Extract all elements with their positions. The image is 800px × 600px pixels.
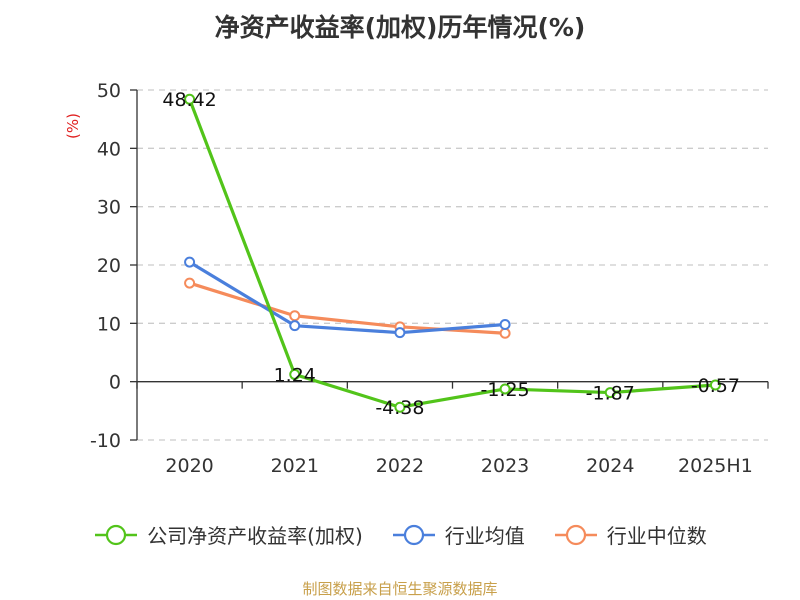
series-layer <box>184 93 721 413</box>
y-tick-label: 30 <box>97 197 121 219</box>
data-point <box>289 310 301 322</box>
x-tick-label: 2021 <box>271 455 319 477</box>
data-point <box>499 319 511 330</box>
source-note: 制图数据来自恒生聚源数据库 <box>302 580 498 598</box>
data-point <box>709 379 721 391</box>
data-point <box>289 368 301 380</box>
data-point <box>394 401 406 413</box>
chart-title: 净资产收益率(加权)历年情况(%) <box>214 13 586 42</box>
x-tick-label: 2020 <box>165 455 213 477</box>
data-label: -4.38 <box>375 397 424 419</box>
data-point <box>184 93 196 105</box>
legend-item[interactable]: 公司净资产收益率(加权) <box>93 520 363 549</box>
data-point <box>289 320 301 332</box>
y-tick-label: -10 <box>90 430 121 452</box>
series-line <box>188 260 506 335</box>
y-tick-label: 40 <box>97 138 121 160</box>
x-tick-label: 2024 <box>586 455 634 477</box>
data-label: 1.24 <box>274 364 316 386</box>
legend-swatch-icon <box>392 524 435 545</box>
data-point <box>184 256 196 268</box>
legend-label: 行业中位数 <box>606 524 707 548</box>
series-0 <box>184 93 721 413</box>
data-label: -1.87 <box>586 383 635 405</box>
data-label: -0.57 <box>691 375 740 397</box>
y-axis-label: (%) <box>64 113 82 139</box>
data-point <box>394 327 406 339</box>
legend-item[interactable]: 行业中位数 <box>553 520 707 549</box>
y-tick-label: 0 <box>109 372 121 394</box>
legend-label: 公司净资产收益率(加权) <box>147 524 363 548</box>
data-point <box>499 327 511 339</box>
axis-layer: -10 0 10 20 30 40 50 2020 2021 2022 2023 2024 2025H1… <box>64 80 769 477</box>
y-tick-label: 50 <box>97 80 121 102</box>
data-point <box>499 383 511 395</box>
legend: 公司净资产收益率(加权) 行业均值 行业中位数 <box>0 520 800 549</box>
series-1 <box>184 256 511 339</box>
data-point <box>604 387 616 399</box>
legend-item[interactable]: 行业均值 <box>391 520 525 549</box>
label-layer: 48.42 1.24 -4.38 -1.25 -1.87 -0.57 <box>162 89 740 419</box>
x-tick-label: 2023 <box>481 455 529 477</box>
x-tick-label: 2022 <box>376 455 424 477</box>
series-line <box>188 98 716 409</box>
data-label: 48.42 <box>162 89 216 111</box>
x-tick-label: 2025H1 <box>678 455 753 477</box>
y-tick-label: 10 <box>97 313 121 335</box>
legend-swatch-icon <box>554 524 597 545</box>
legend-label: 行业均值 <box>444 524 525 548</box>
data-label: -1.25 <box>480 379 529 401</box>
legend-swatch-icon <box>95 524 138 545</box>
y-tick-label: 20 <box>97 255 121 277</box>
data-point <box>184 277 196 289</box>
